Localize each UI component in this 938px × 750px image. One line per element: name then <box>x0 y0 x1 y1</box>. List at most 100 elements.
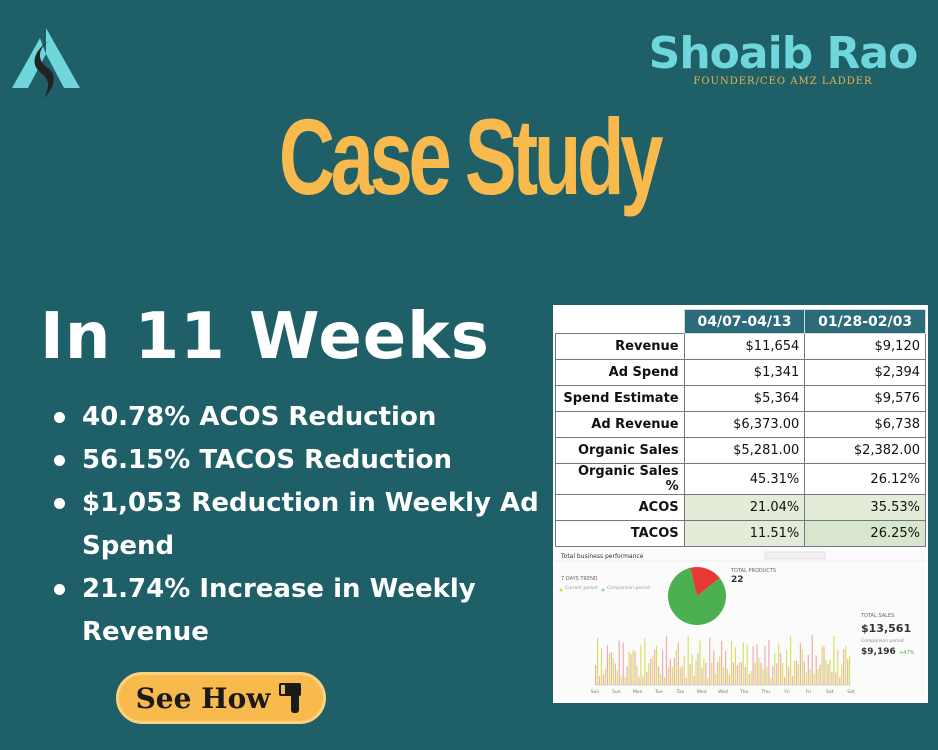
see-how-button[interactable]: See How <box>116 672 326 724</box>
cell-value: $9,120 <box>804 333 926 360</box>
table-row: Spend Estimate $5,364 $9,576 <box>555 385 926 412</box>
trend-bar <box>624 677 626 685</box>
day-tick-label: Thu <box>760 689 770 695</box>
bullet-icon <box>54 584 65 595</box>
trend-bar <box>829 659 831 685</box>
trend-bar <box>730 640 733 685</box>
trend-bar <box>827 664 829 685</box>
trend-bar <box>803 661 805 685</box>
cell-value: $9,576 <box>804 385 926 412</box>
day-axis: Sun Sun Mon Tue Tue Wed Wed Thu Thu Fri Fri Sat Sat <box>591 689 855 695</box>
trend-bar <box>675 650 677 685</box>
trend-bar <box>799 643 801 685</box>
day-tick-label: Tue <box>654 689 663 695</box>
cell-value: $2,382.00 <box>804 437 926 464</box>
trend-bar <box>719 656 721 685</box>
total-products-label: TOTAL PRODUCTS <box>731 568 777 574</box>
trend-bar <box>600 648 603 685</box>
row-label: Ad Spend <box>555 359 685 386</box>
trend-bar <box>717 661 719 685</box>
legend-current: Current period <box>565 586 598 591</box>
list-item-text: $1,053 Reduction in Weekly Ad Spend <box>82 488 539 561</box>
trend-bar <box>687 635 689 685</box>
trend-bar <box>795 660 798 685</box>
table-row: ACOS 21.04% 35.53% <box>555 494 926 521</box>
trend-bar <box>636 665 638 685</box>
trend-bar <box>658 667 660 685</box>
trend-bar <box>819 664 821 685</box>
trend-bar <box>740 662 742 685</box>
cell-value: $5,364 <box>683 385 806 412</box>
trend-bar <box>772 666 774 685</box>
trend-bar <box>817 669 819 685</box>
trend-bar <box>807 654 809 685</box>
trend-bar <box>784 676 786 685</box>
table-row: TACOS 11.51% 26.25% <box>555 520 926 547</box>
day-tick-label: Thu <box>739 689 749 695</box>
trend-bar <box>805 672 807 685</box>
trend-bar <box>638 676 640 685</box>
table-row: Ad Spend $1,341 $2,394 <box>555 359 926 386</box>
comparison-change: +47% <box>899 650 915 656</box>
trend-bar <box>833 635 835 685</box>
trend-bar <box>622 642 624 685</box>
comparison-value: $9,196 <box>861 647 896 657</box>
trend-bar <box>797 664 799 685</box>
trend-bar <box>667 667 670 685</box>
trend-bar <box>742 642 744 685</box>
trend-bar <box>780 652 782 685</box>
cell-value: 21.04% <box>683 494 806 521</box>
trend-bar <box>693 675 695 685</box>
trend-bar <box>723 667 725 685</box>
trend-bar <box>650 658 652 685</box>
trend-bar <box>660 674 662 685</box>
pointing-hand-icon <box>279 683 302 713</box>
trend-bar <box>618 640 620 685</box>
trend-bar <box>835 672 837 685</box>
results-list: 40.78% ACOS Reduction 56.15% TACOS Reduc… <box>50 396 540 654</box>
results-panel: 04/07-04/13 01/28-02/03 Revenue $11,654 … <box>553 305 928 703</box>
row-label: Organic Sales % <box>555 463 685 495</box>
trend-bar <box>610 652 612 685</box>
day-tick-label: Wed <box>697 689 707 695</box>
trend-bar <box>843 649 845 685</box>
trend-bar <box>626 666 628 685</box>
trend-bar <box>758 658 760 685</box>
trend-bar <box>616 670 618 685</box>
trend-bar <box>673 658 675 685</box>
row-label: TACOS <box>555 520 685 547</box>
trend-bar <box>681 666 683 685</box>
trend-bar <box>597 637 599 685</box>
legend-comparison: Comparison period <box>607 586 650 591</box>
trend-bars <box>595 635 851 686</box>
trend-bar <box>628 651 630 685</box>
trend-bar <box>707 678 709 685</box>
table-row: Revenue $11,654 $9,120 <box>555 333 926 360</box>
trend-bar <box>685 678 687 685</box>
trend-bar <box>703 658 705 685</box>
trend-bar <box>736 665 738 685</box>
brand-name: Shoaib Rao <box>648 28 919 79</box>
trend-bar <box>691 655 693 685</box>
trend-bar <box>788 667 790 685</box>
cell-value: 11.51% <box>683 520 806 547</box>
trend-bar <box>669 659 671 685</box>
page-title: Case Study <box>278 96 664 217</box>
trend-bar <box>665 636 668 685</box>
trend-bar <box>809 668 811 685</box>
pie-slice <box>668 567 726 625</box>
headline: In 11 Weeks <box>40 300 490 374</box>
trend-bar <box>652 656 654 685</box>
list-item: 21.74% Increase in Weekly Revenue <box>50 568 540 654</box>
trend-bar <box>713 650 715 685</box>
trend-bar <box>752 646 754 685</box>
day-tick-label: Sun <box>591 689 600 695</box>
trend-bar <box>634 651 636 685</box>
list-item: 40.78% ACOS Reduction <box>50 396 540 439</box>
day-tick-label: Fri <box>784 689 789 695</box>
trend-bar <box>748 674 750 685</box>
trend-bar <box>768 639 770 685</box>
trend-bar <box>760 663 762 685</box>
trend-bar <box>845 646 847 685</box>
trend-bar <box>606 645 608 685</box>
